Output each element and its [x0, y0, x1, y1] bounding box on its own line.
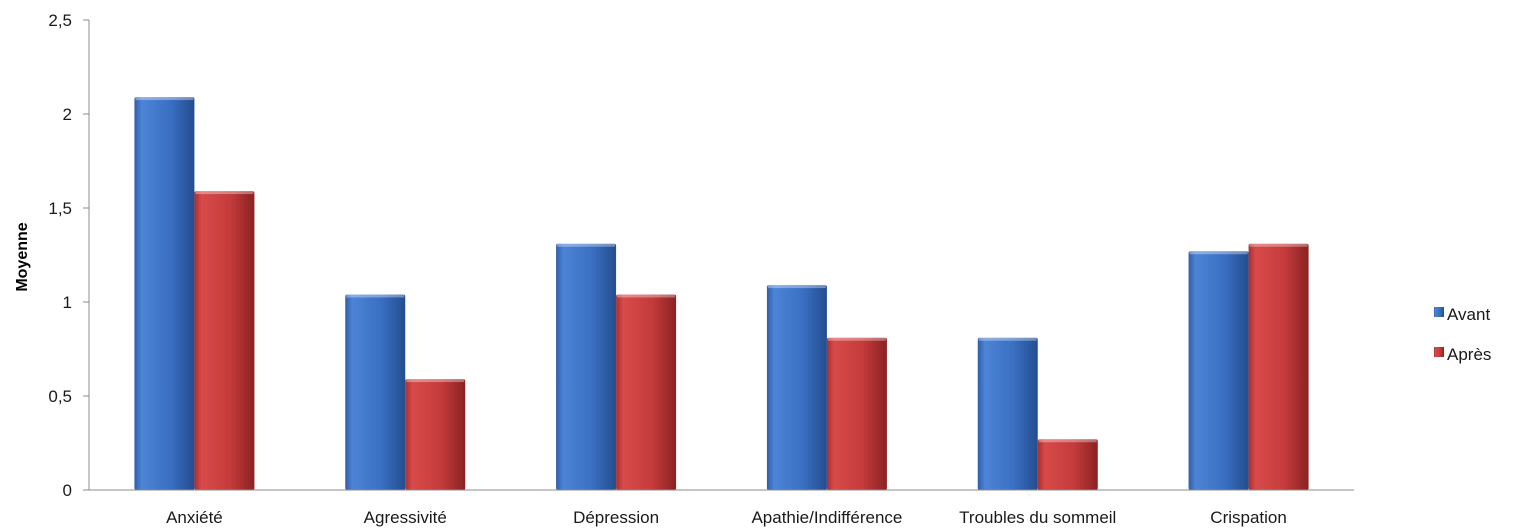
- y-tick-label: 2,5: [48, 11, 72, 30]
- bar-avant-3: [766, 285, 827, 490]
- x-category-label: Agressivité: [364, 508, 447, 527]
- x-axis-labels: Anxiété Agressivité Dépression Apathie/Indi…: [166, 508, 1287, 527]
- bar-top-highlight: [1038, 439, 1097, 443]
- bar-top-highlight: [1189, 251, 1248, 255]
- bar-top-highlight: [978, 337, 1037, 341]
- bars: [134, 97, 1309, 490]
- bar-apres-3: [826, 337, 887, 490]
- bar-avant-0: [134, 97, 195, 490]
- y-tick-label: 2: [63, 105, 72, 124]
- bar-apres-1: [405, 379, 466, 490]
- x-category-label: Troubles du sommeil: [959, 508, 1116, 527]
- bar-apres-4: [1037, 439, 1098, 490]
- bar-top-highlight: [767, 285, 826, 289]
- bar-top-highlight: [406, 379, 465, 383]
- legend-swatch-1: [1434, 347, 1444, 357]
- x-category-label: Apathie/Indifférence: [751, 508, 902, 527]
- bar-top-highlight: [827, 337, 886, 341]
- legend-label: Avant: [1447, 305, 1490, 324]
- bar-top-highlight: [1249, 243, 1308, 247]
- y-tick-label: 1,5: [48, 199, 72, 218]
- legend: Avant Après: [1434, 305, 1491, 364]
- x-category-label: Anxiété: [166, 508, 223, 527]
- bar-apres-0: [194, 191, 255, 490]
- y-axis-title: Moyenne: [14, 222, 31, 291]
- bar-avant-5: [1188, 251, 1249, 490]
- legend-label: Après: [1447, 345, 1491, 364]
- bar-top-highlight: [557, 243, 616, 247]
- legend-swatch-0: [1434, 307, 1444, 317]
- y-tick-label: 1: [63, 293, 72, 312]
- y-tick-label: 0,5: [48, 387, 72, 406]
- x-category-label: Dépression: [573, 508, 659, 527]
- x-category-label: Crispation: [1210, 508, 1287, 527]
- y-axis-ticks: 0 0,5 1 1,5 2 2,5: [48, 11, 89, 500]
- bar-top-highlight: [346, 294, 405, 298]
- bar-apres-5: [1248, 243, 1309, 490]
- bar-avant-2: [556, 243, 617, 490]
- y-axis-title-group: Moyenne: [14, 222, 31, 291]
- bar-top-highlight: [617, 294, 676, 298]
- bar-apres-2: [616, 294, 677, 490]
- bar-avant-4: [977, 337, 1038, 490]
- y-tick-label: 0: [63, 481, 72, 500]
- bar-top-highlight: [135, 97, 194, 101]
- bar-top-highlight: [195, 191, 254, 195]
- bar-avant-1: [345, 294, 406, 490]
